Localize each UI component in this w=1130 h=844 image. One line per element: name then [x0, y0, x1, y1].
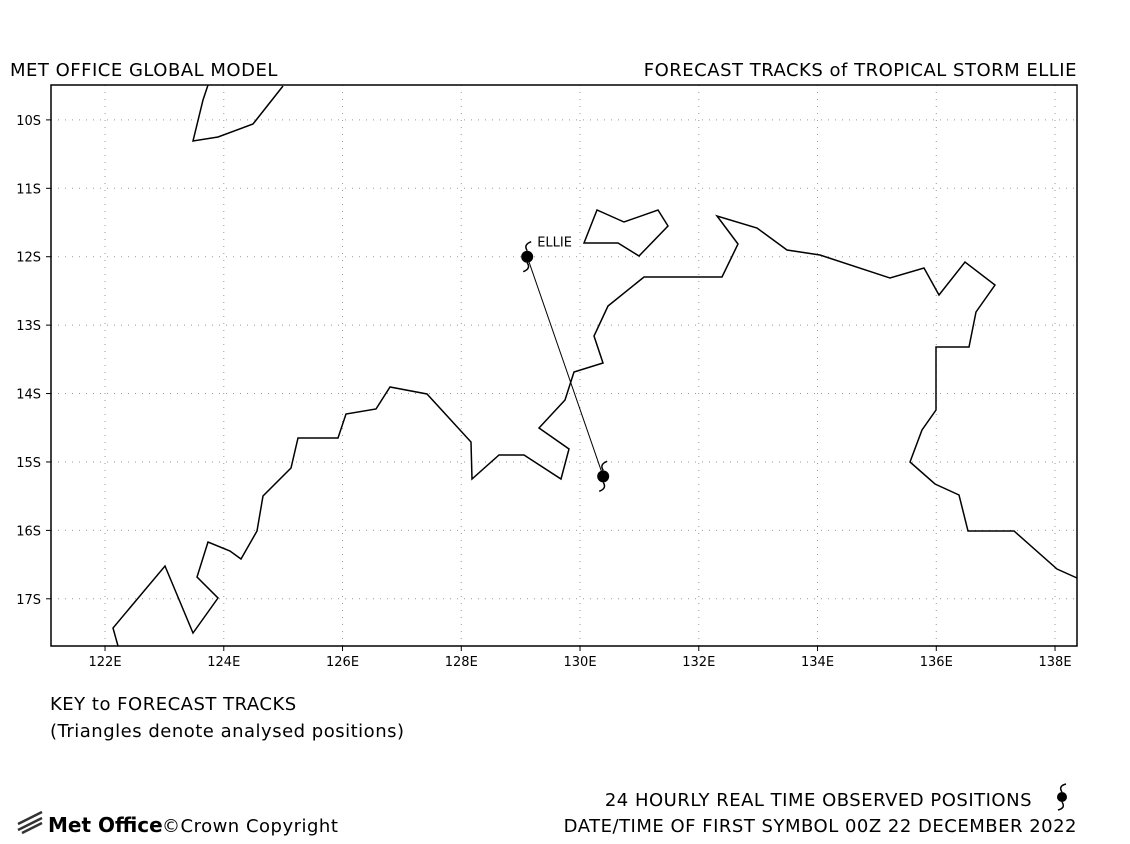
track-name: ELLIE — [537, 236, 572, 251]
copyright: ©Crown Copyright — [162, 816, 338, 837]
y-tick-label: 16S — [16, 524, 41, 539]
legend-symbol — [1057, 783, 1067, 811]
x-tick-label: 136E — [920, 655, 953, 670]
grid — [46, 85, 1077, 651]
x-tick-label: 122E — [89, 655, 122, 670]
y-tick-label: 13S — [16, 319, 41, 334]
x-tick-label: 124E — [207, 655, 240, 670]
y-tick-label: 12S — [16, 251, 41, 266]
logo-icon — [17, 810, 43, 835]
x-tick-label: 138E — [1039, 655, 1072, 670]
x-tick-label: 132E — [682, 655, 715, 670]
storm-position — [597, 470, 610, 483]
datetime-label: DATE/TIME OF FIRST SYMBOL 00Z 22 DECEMBE… — [564, 816, 1077, 837]
observed-label: 24 HOURLY REAL TIME OBSERVED POSITIONS — [605, 790, 1032, 811]
y-tick-label: 17S — [16, 593, 41, 608]
x-tick-label: 128E — [445, 655, 478, 670]
coastline — [192, 84, 284, 142]
storm-symbol-arms — [522, 241, 532, 273]
x-tick-label: 130E — [564, 655, 597, 670]
y-tick-label: 10S — [16, 114, 41, 129]
y-tick-label: 11S — [16, 182, 41, 197]
header-left: MET OFFICE GLOBAL MODEL — [10, 60, 278, 81]
key-subtitle: (Triangles denote analysed positions) — [50, 721, 405, 742]
storm-symbol-arms — [598, 460, 608, 493]
logo: Met Office — [48, 813, 163, 837]
map-frame — [50, 84, 1078, 647]
storm-position — [521, 250, 534, 263]
header-right: FORECAST TRACKS of TROPICAL STORM ELLIE — [644, 60, 1077, 81]
track-line — [526, 256, 604, 477]
x-tick-label: 134E — [801, 655, 834, 670]
coastline — [582, 208, 669, 257]
y-tick-label: 15S — [16, 456, 41, 471]
track: ELLIE — [521, 236, 610, 493]
coastline — [112, 214, 1078, 647]
key-title: KEY to FORECAST TRACKS — [50, 694, 297, 715]
x-tick-label: 126E — [326, 655, 359, 670]
y-tick-label: 14S — [16, 388, 41, 403]
coastline — [112, 84, 1078, 647]
